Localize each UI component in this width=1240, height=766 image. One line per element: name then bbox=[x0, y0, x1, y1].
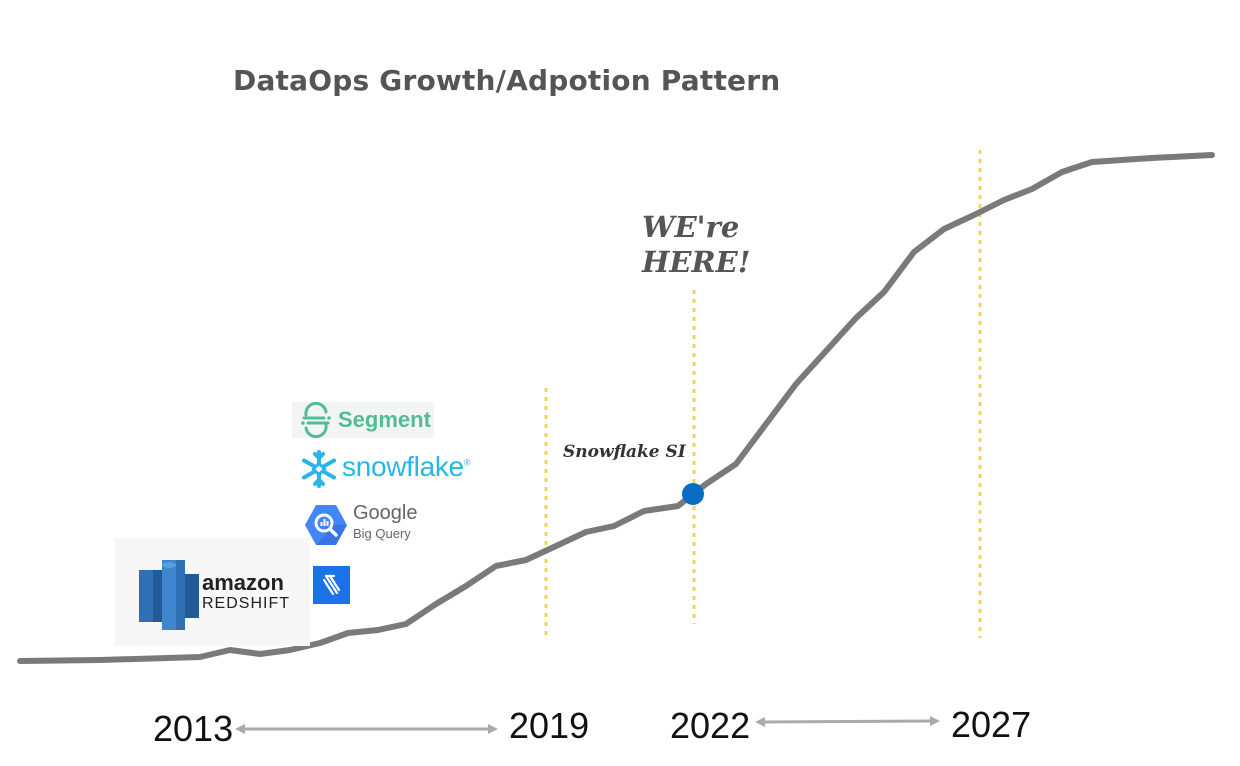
snowflake-si-label: Snowflake SI bbox=[563, 442, 686, 462]
redshift-logo-title: amazon bbox=[202, 570, 284, 595]
segment-logo-text: Segment bbox=[338, 407, 431, 432]
snowflake-logo: snowflake® bbox=[296, 448, 472, 490]
snowflake-logo-icon bbox=[302, 450, 336, 488]
redshift-logo: amazon REDSHIFT bbox=[115, 538, 310, 646]
bigquery-logo: Google Big Query bbox=[300, 500, 430, 548]
segment-logo: Segment bbox=[292, 402, 434, 438]
page-title: DataOps Growth/Adpotion Pattern bbox=[233, 64, 781, 97]
adoption-curve bbox=[17, 152, 1215, 664]
we-are-here-line1: WE're bbox=[642, 210, 740, 244]
we-are-here-annotation: WE're HERE! bbox=[642, 210, 750, 280]
segment-logo-icon bbox=[301, 402, 331, 438]
year-2022: 2022 bbox=[670, 705, 751, 746]
blue-square-logo-icon bbox=[322, 574, 341, 596]
arrow-2022-2027 bbox=[755, 716, 940, 727]
year-2019: 2019 bbox=[509, 705, 590, 746]
bigquery-logo-subtitle: Big Query bbox=[353, 526, 411, 541]
redshift-logo-icon bbox=[139, 560, 199, 630]
redshift-logo-subtitle: REDSHIFT bbox=[202, 595, 290, 612]
snowflake-logo-text: snowflake® bbox=[342, 451, 471, 482]
we-are-here-line2: HERE! bbox=[642, 245, 751, 279]
bigquery-logo-title: Google bbox=[353, 502, 418, 524]
blue-square-logo bbox=[313, 566, 350, 604]
current-position-marker bbox=[682, 483, 704, 505]
bigquery-logo-icon bbox=[305, 505, 347, 545]
year-2027: 2027 bbox=[951, 704, 1032, 745]
registered-mark: ® bbox=[463, 457, 471, 468]
year-2013: 2013 bbox=[153, 708, 234, 749]
